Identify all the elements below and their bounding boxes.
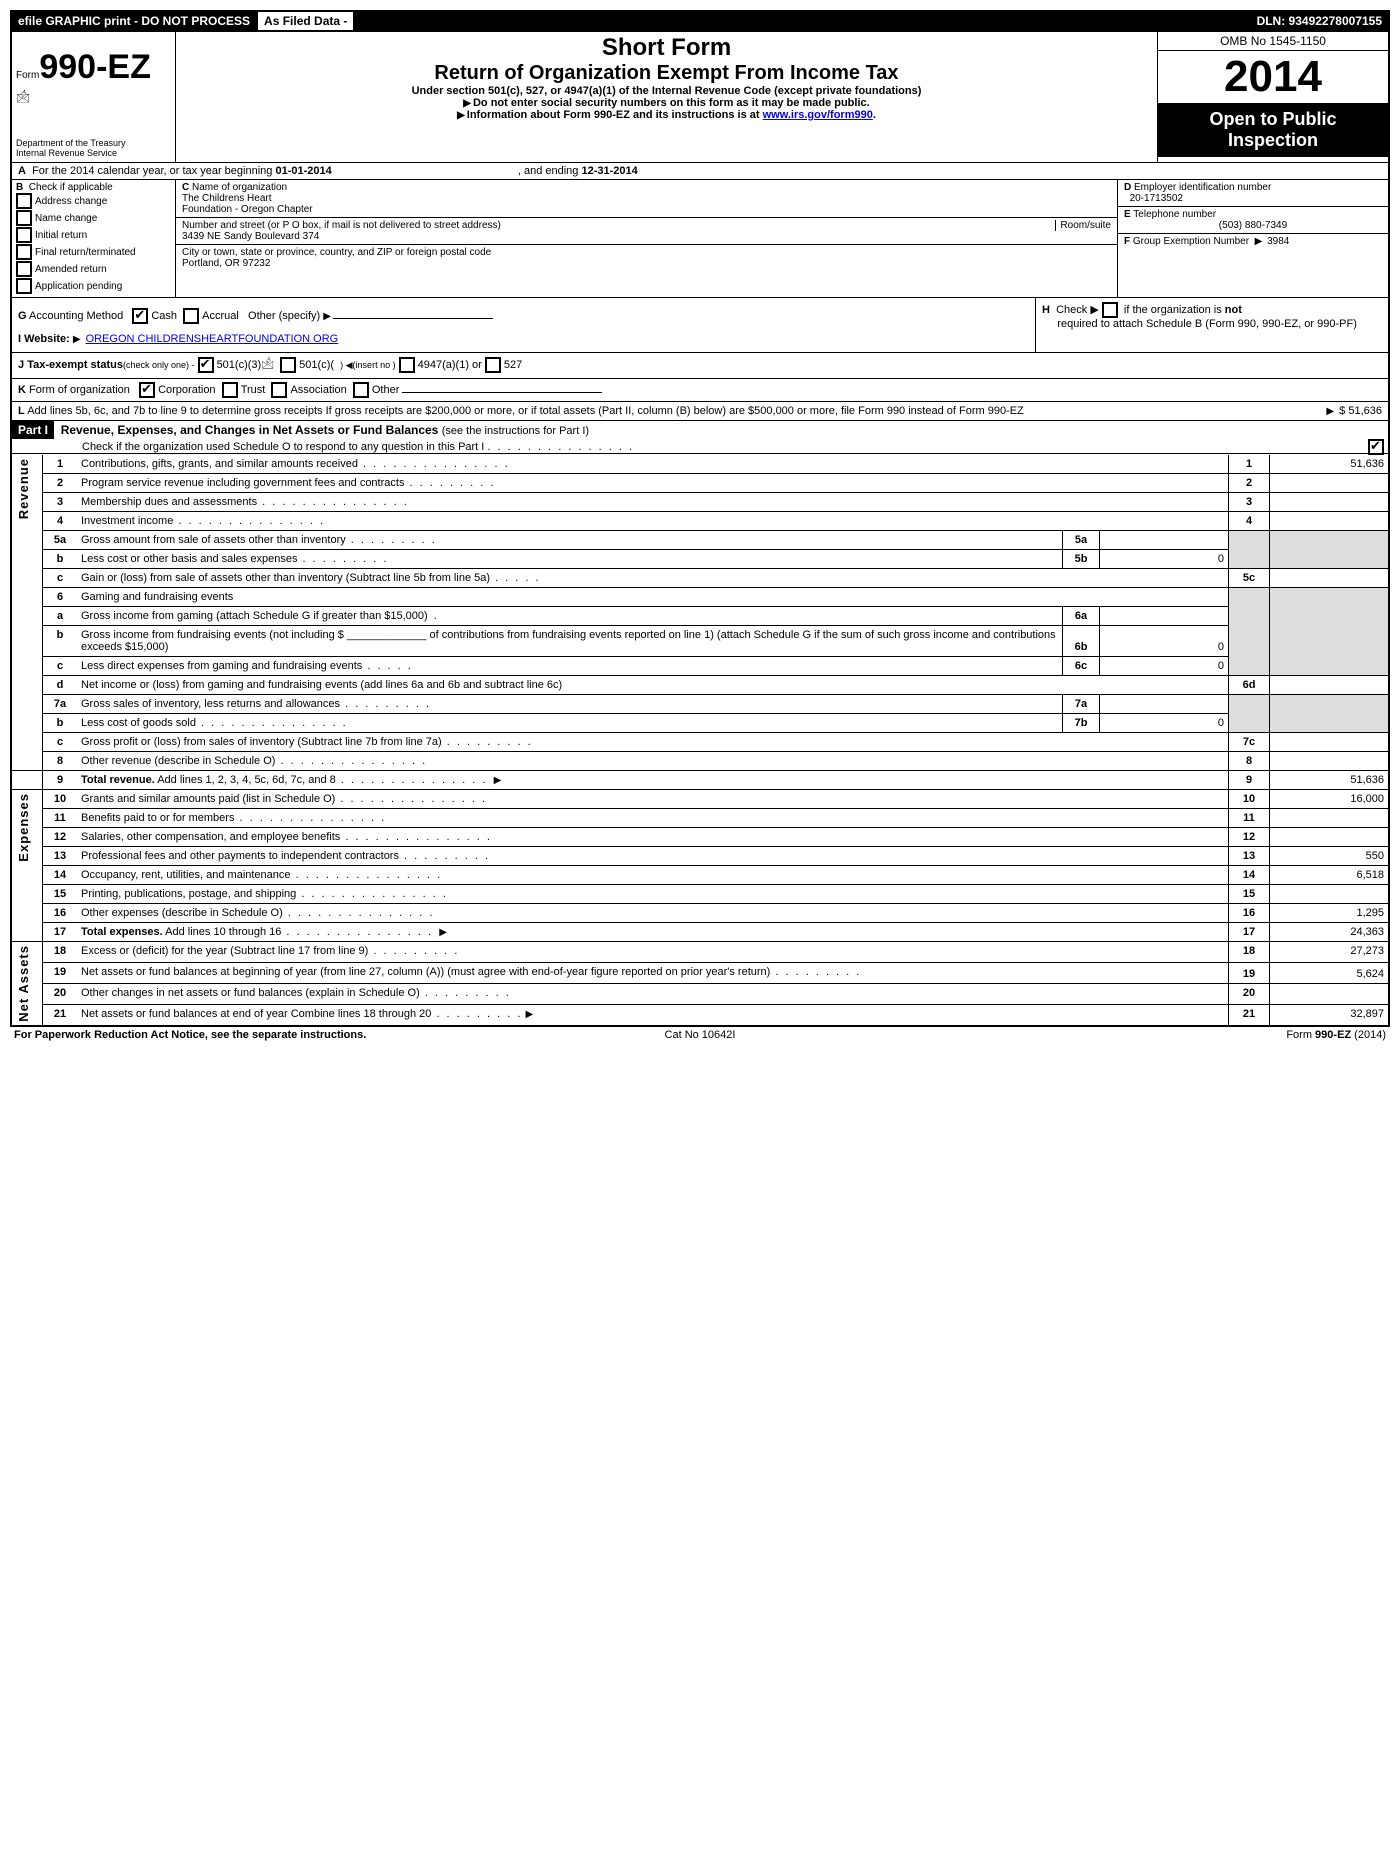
checkbox-527[interactable] (485, 357, 501, 373)
org-name-2: Foundation - Oregon Chapter (182, 204, 313, 215)
omb-number: OMB No 1545-1150 (1158, 32, 1388, 51)
checkbox-assoc[interactable] (271, 382, 287, 398)
line21-val: 32,897 (1270, 1004, 1389, 1024)
checkbox-cash[interactable] (132, 308, 148, 324)
org-website[interactable]: OREGON CHILDRENSHEARTFOUNDATION ORG (86, 333, 339, 345)
as-filed-data: As Filed Data - (256, 12, 355, 32)
revenue-side-label: Revenue (16, 458, 31, 519)
checkbox-schedule-b[interactable] (1102, 302, 1118, 318)
line13-val: 550 (1270, 847, 1389, 866)
section-gh: G Accounting Method Cash Accrual Other (… (12, 298, 1388, 353)
line17-val: 24,363 (1270, 923, 1389, 942)
line7b-val: 0 (1100, 714, 1229, 733)
checkbox-final-return[interactable] (16, 244, 32, 260)
checkbox-4947[interactable] (399, 357, 415, 373)
open-public-2: Inspection (1160, 130, 1386, 151)
dln: DLN: 93492278007155 (1251, 12, 1388, 32)
telephone: (503) 880-7349 (1124, 220, 1382, 231)
checkbox-schedule-o[interactable] (1368, 439, 1384, 455)
checkbox-initial-return[interactable] (16, 227, 32, 243)
checkbox-address-change[interactable] (16, 193, 32, 209)
irs-label: Internal Revenue Service (16, 148, 171, 158)
checkbox-name-change[interactable] (16, 210, 32, 226)
return-title: Return of Organization Exempt From Incom… (184, 62, 1149, 85)
line18-val: 27,273 (1270, 942, 1389, 963)
form-header: Form990-EZ 🖄 Department of the Treasury … (12, 32, 1388, 163)
line10-val: 16,000 (1270, 790, 1389, 809)
section-def: D Employer identification number 20-1713… (1118, 180, 1388, 297)
section-a: A For the 2014 calendar year, or tax yea… (12, 163, 1388, 180)
org-info-block: B Check if applicable Address change Nam… (12, 180, 1388, 298)
form-container: efile GRAPHIC print - DO NOT PROCESS As … (10, 10, 1390, 1027)
form-number: 990-EZ (39, 48, 151, 86)
tax-year: 2014 (1158, 51, 1388, 103)
checkbox-501c[interactable] (280, 357, 296, 373)
checkbox-accrual[interactable] (183, 308, 199, 324)
line14-val: 6,518 (1270, 866, 1389, 885)
org-city: Portland, OR 97232 (182, 258, 270, 269)
section-b: B Check if applicable Address change Nam… (12, 180, 176, 297)
checkbox-application-pending[interactable] (16, 278, 32, 294)
ssn-note: Do not enter social security numbers on … (473, 97, 870, 109)
section-j: J Tax-exempt status(check only one) - 50… (12, 353, 1388, 379)
checkbox-trust[interactable] (222, 382, 238, 398)
part1-table: Revenue 1 Contributions, gifts, grants, … (12, 455, 1388, 1025)
under-section: Under section 501(c), 527, or 4947(a)(1)… (184, 85, 1149, 97)
line19-val: 5,624 (1270, 962, 1389, 983)
footer-catno: Cat No 10642I (471, 1029, 928, 1041)
part1-header: Part I Revenue, Expenses, and Changes in… (12, 420, 1388, 454)
short-form-title: Short Form (184, 34, 1149, 62)
org-street: 3439 NE Sandy Boulevard 374 (182, 231, 319, 242)
line6c-val: 0 (1100, 657, 1229, 676)
form-prefix: Form (16, 70, 39, 81)
line5b-val: 0 (1100, 550, 1229, 569)
irs-form-link[interactable]: www.irs.gov/form990 (763, 109, 873, 121)
gross-receipts: $ 51,636 (1339, 405, 1382, 417)
line9-val: 51,636 (1270, 771, 1389, 790)
checkbox-other-org[interactable] (353, 382, 369, 398)
section-c: C Name of organization The Childrens Hea… (176, 180, 1118, 297)
line6b-val: 0 (1100, 626, 1229, 657)
line16-val: 1,295 (1270, 904, 1389, 923)
line1-val: 51,636 (1270, 455, 1389, 474)
netassets-side-label: Net Assets (16, 945, 31, 1022)
top-bar: efile GRAPHIC print - DO NOT PROCESS As … (12, 12, 1388, 32)
checkbox-amended-return[interactable] (16, 261, 32, 277)
arrow-icon (457, 109, 467, 121)
footer-left: For Paperwork Reduction Act Notice, see … (14, 1029, 471, 1041)
section-k: K Form of organization Corporation Trust… (12, 379, 1388, 402)
info-note-pre: Information about Form 990-EZ and its in… (467, 109, 763, 121)
arrow-icon (463, 97, 473, 109)
org-name-1: The Childrens Heart (182, 193, 271, 204)
section-l: L Add lines 5b, 6c, and 7b to line 9 to … (12, 402, 1388, 420)
open-public-1: Open to Public (1160, 109, 1386, 130)
group-exemption: 3984 (1267, 236, 1289, 247)
ein: 20-1713502 (1130, 193, 1183, 204)
checkbox-501c3[interactable] (198, 357, 214, 373)
expenses-side-label: Expenses (16, 793, 31, 862)
checkbox-corp[interactable] (139, 382, 155, 398)
efile-notice: efile GRAPHIC print - DO NOT PROCESS (12, 12, 256, 32)
form-footer: For Paperwork Reduction Act Notice, see … (10, 1027, 1390, 1043)
dept-treasury: Department of the Treasury (16, 138, 171, 148)
